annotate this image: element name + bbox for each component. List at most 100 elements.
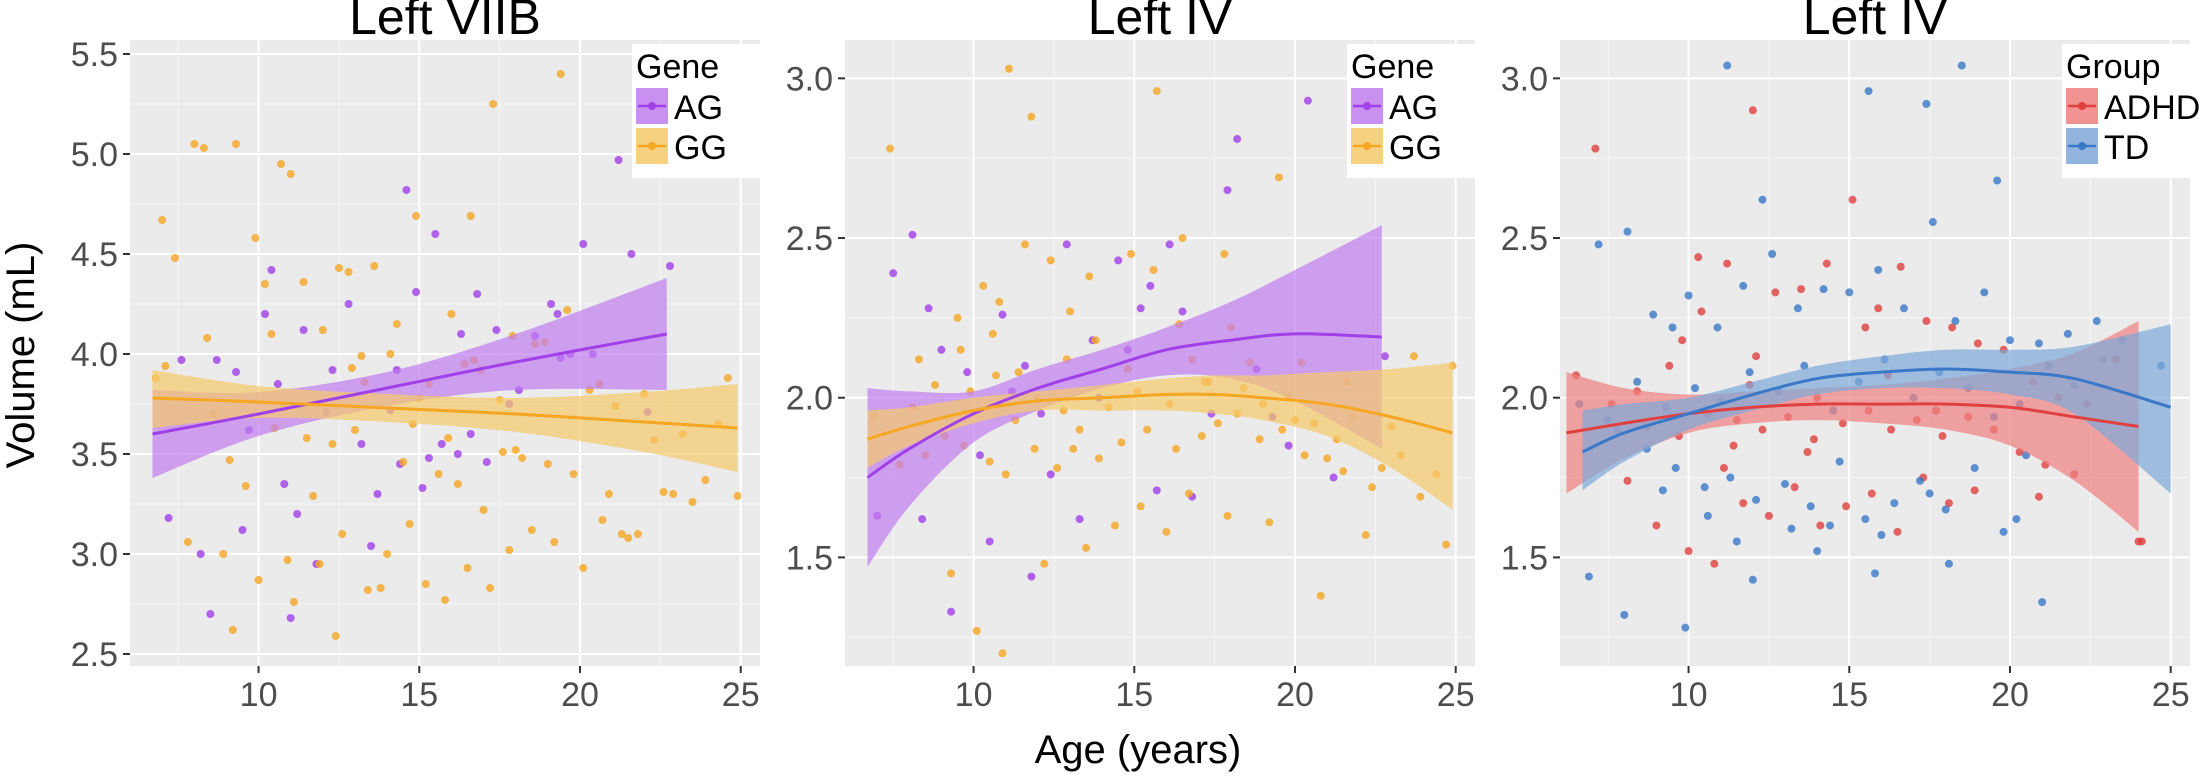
data-point (1723, 259, 1732, 268)
data-point (1162, 527, 1171, 536)
data-point (1152, 486, 1161, 495)
data-point (624, 534, 633, 542)
data-point (953, 313, 962, 322)
data-point (1999, 527, 2008, 536)
data-point (543, 460, 552, 468)
data-point (392, 320, 401, 328)
data-point (1075, 515, 1084, 524)
data-point (1046, 470, 1055, 479)
data-point (1793, 304, 1802, 313)
data-point (1719, 463, 1728, 472)
data-point (482, 458, 491, 466)
data-point (1700, 483, 1709, 492)
legend-label: GG (674, 129, 727, 167)
x-tick-label: 10 (1670, 676, 1708, 714)
panel-title: Left IV (1088, 0, 1233, 45)
data-point (1146, 281, 1155, 290)
data-point (633, 530, 642, 538)
data-point (1069, 444, 1078, 453)
legend-label: GG (1389, 129, 1442, 167)
x-tick-label: 25 (722, 676, 760, 714)
data-point (1149, 265, 1158, 274)
data-point (421, 580, 430, 588)
data-point (627, 250, 636, 258)
data-point (1184, 489, 1193, 498)
data-point (2038, 598, 2047, 607)
data-point (1409, 352, 1418, 361)
data-point (505, 546, 514, 554)
data-point (1678, 336, 1687, 345)
data-point (908, 230, 917, 239)
data-point (1361, 531, 1370, 540)
data-point (1021, 361, 1029, 370)
data-point (947, 607, 956, 616)
fit-line-adhd (1566, 402, 2139, 435)
y-tick-label: 4.5 (71, 236, 118, 274)
legend-key-point (1363, 142, 1371, 150)
data-point (338, 530, 347, 538)
data-point (1928, 218, 1937, 227)
data-point (1323, 454, 1332, 463)
data-point (547, 300, 556, 308)
x-tick-label: 25 (2152, 676, 2190, 714)
data-point (267, 330, 276, 338)
data-point (1111, 521, 1119, 530)
data-point (351, 426, 359, 434)
fit-line-td (1581, 367, 2172, 454)
y-tick-label: 5.0 (71, 136, 118, 174)
data-point (498, 448, 507, 456)
data-point (701, 476, 710, 484)
data-point (441, 596, 449, 604)
data-point (1623, 227, 1632, 236)
data-point (1284, 441, 1293, 450)
confidence-band-gg (152, 370, 738, 472)
y-tick-label: 3.0 (71, 536, 118, 574)
data-point (553, 310, 562, 318)
data-point (1710, 559, 1719, 568)
data-point (492, 326, 501, 334)
plot-area (866, 64, 1457, 658)
data-point (1835, 457, 1844, 466)
confidence-band-ag (867, 225, 1382, 567)
data-point (2092, 317, 2101, 326)
data-point (283, 556, 292, 564)
data-point (1649, 310, 1658, 319)
data-point (1948, 323, 1957, 332)
data-point (1416, 492, 1425, 501)
legend-key-point (648, 142, 656, 150)
data-point (453, 450, 462, 458)
data-point (241, 482, 250, 490)
data-point (164, 514, 173, 522)
data-point (998, 310, 1007, 319)
data-point (1941, 505, 1950, 514)
data-point (1368, 483, 1377, 492)
data-point (299, 326, 308, 334)
data-point (688, 498, 697, 506)
data-point (412, 288, 421, 296)
legend-label: AG (1389, 89, 1438, 127)
data-point (1861, 515, 1870, 524)
x-tick-label: 20 (1991, 676, 2029, 714)
data-point (1887, 425, 1896, 434)
data-point (357, 352, 366, 360)
data-point (1274, 173, 1283, 182)
data-point (2012, 515, 2021, 524)
data-point (1893, 527, 1902, 536)
data-point (289, 598, 298, 606)
data-point (1127, 249, 1136, 258)
data-point (1681, 623, 1690, 632)
data-point (976, 451, 984, 460)
data-point (1822, 259, 1831, 268)
data-point (1732, 537, 1741, 546)
data-point (1278, 425, 1287, 434)
data-point (331, 632, 340, 640)
x-tick-label: 15 (400, 676, 438, 714)
data-point (1922, 317, 1931, 326)
data-point (1800, 361, 1809, 370)
data-point (232, 140, 241, 148)
data-point (918, 515, 927, 524)
legend-title: Group (2066, 48, 2161, 86)
